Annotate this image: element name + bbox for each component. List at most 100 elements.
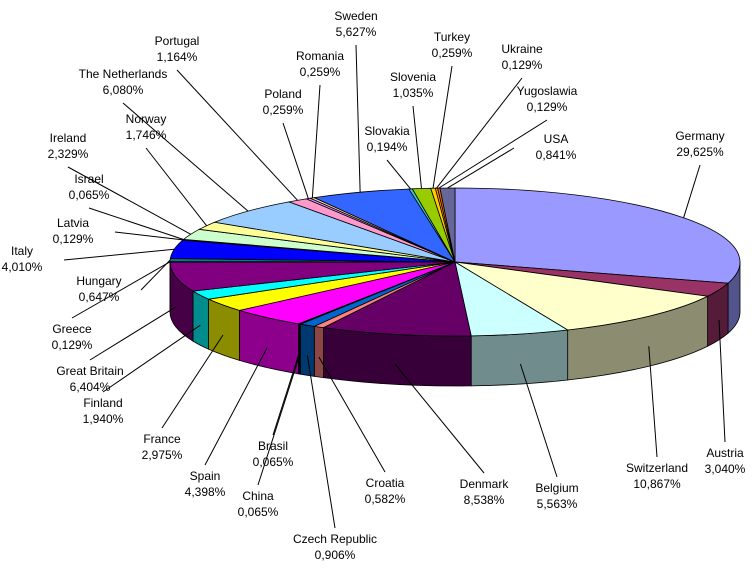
- value-label: 0,194%: [367, 140, 408, 154]
- value-label: 5,627%: [336, 25, 377, 39]
- slice-label: Yugoslawia: [517, 84, 578, 98]
- value-label: 1,164%: [157, 50, 198, 64]
- leader-line: [88, 207, 184, 240]
- leader-line: [140, 259, 171, 291]
- leader-line: [447, 147, 515, 189]
- slice-label: Slovenia: [390, 70, 436, 84]
- slice-label: China: [242, 489, 274, 503]
- leader-line: [432, 65, 453, 189]
- value-label: 1,746%: [126, 128, 167, 142]
- top-faces: [169, 187, 741, 337]
- slice-label: Hungary: [76, 274, 121, 288]
- leader-line: [282, 122, 309, 199]
- slice-label: Brasil: [258, 439, 288, 453]
- slice-label: Sweden: [334, 9, 377, 23]
- value-label: 0,065%: [238, 505, 279, 519]
- value-label: 0,065%: [253, 455, 294, 469]
- leader-line: [89, 306, 177, 361]
- value-label: 4,010%: [2, 260, 43, 274]
- slice-label: Finland: [83, 396, 122, 410]
- leader-line: [519, 363, 558, 478]
- value-label: 8,538%: [464, 493, 505, 507]
- value-label: 0,259%: [300, 65, 341, 79]
- slice: [322, 261, 472, 337]
- labels: Germany 29,625% Austria 3,040% Switzerland 10…: [2, 9, 746, 562]
- value-label: 0,129%: [53, 232, 94, 246]
- leader-line: [718, 319, 726, 443]
- slice-label: Latvia: [57, 216, 89, 230]
- leader-line: [114, 231, 184, 241]
- leader-line: [204, 347, 268, 466]
- value-label: 4,398%: [185, 485, 226, 499]
- value-label: 5,563%: [537, 497, 578, 511]
- slice: [454, 261, 709, 331]
- slice-label: Belgium: [535, 481, 578, 495]
- slice-label: Spain: [190, 469, 221, 483]
- value-label: 0,129%: [527, 100, 568, 114]
- slice-label: Norway: [126, 112, 167, 126]
- leader-line: [102, 324, 201, 393]
- leader-line: [71, 261, 171, 319]
- leader-line: [683, 164, 701, 218]
- leader-line: [311, 84, 321, 198]
- slice-label: Great Britain: [56, 364, 123, 378]
- value-label: 0,129%: [502, 58, 543, 72]
- slice-label: USA: [544, 132, 569, 146]
- value-label: 0,647%: [79, 290, 120, 304]
- slice-label: Romania: [296, 49, 344, 63]
- leader-line: [394, 364, 485, 474]
- slice-side: [313, 325, 324, 379]
- leader-line: [145, 147, 207, 227]
- slice-label: Slovakia: [364, 124, 410, 138]
- side-walls: [169, 261, 741, 387]
- value-label: 0,582%: [365, 492, 406, 506]
- value-label: 3,040%: [705, 462, 746, 476]
- value-label: 0,129%: [52, 338, 93, 352]
- value-label: 0,841%: [536, 148, 577, 162]
- value-label: 2,329%: [48, 147, 89, 161]
- value-label: 2,975%: [142, 448, 183, 462]
- slice-label: Denmark: [460, 477, 510, 491]
- slice-label: Portugal: [155, 34, 200, 48]
- leader-line: [63, 248, 175, 261]
- slice-side: [300, 323, 315, 377]
- leader-line: [67, 166, 192, 235]
- slice-label: Germany: [675, 129, 724, 143]
- value-label: 10,867%: [633, 477, 681, 491]
- slice-label: Austria: [706, 446, 744, 460]
- slice-label: Greece: [52, 322, 92, 336]
- slice-label: France: [143, 432, 181, 446]
- slice-label: Ukraine: [501, 42, 543, 56]
- slice-label: Ireland: [50, 131, 87, 145]
- leader-line: [161, 334, 224, 429]
- value-label: 0,065%: [69, 188, 110, 202]
- leader-line: [122, 102, 249, 212]
- value-label: 29,625%: [676, 145, 724, 159]
- slice-side: [192, 290, 209, 350]
- leader-line: [386, 159, 411, 190]
- leader-line: [436, 77, 523, 189]
- slice-label: Italy: [11, 244, 33, 258]
- value-label: 0,259%: [263, 103, 304, 117]
- value-label: 0,906%: [315, 548, 356, 562]
- slice: [169, 261, 456, 292]
- leader-line: [412, 105, 422, 189]
- leader-line: [648, 346, 658, 458]
- value-label: 1,940%: [83, 412, 124, 426]
- slice-label: Turkey: [434, 30, 470, 44]
- leader-line: [306, 355, 336, 529]
- slice-label: The Netherlands: [79, 67, 168, 81]
- leader-line: [176, 69, 298, 201]
- slice-side: [323, 327, 472, 387]
- value-label: 1,035%: [393, 86, 434, 100]
- leader-line: [257, 353, 301, 486]
- slice-label: Poland: [264, 87, 301, 101]
- slice-label: Czech Republic: [293, 532, 377, 546]
- slice-label: Croatia: [366, 476, 405, 490]
- leader-line: [355, 44, 361, 193]
- slice-label: Switzerland: [626, 461, 688, 475]
- leader-line: [438, 119, 548, 189]
- slice-label: Israel: [74, 172, 103, 186]
- value-label: 6,080%: [103, 83, 144, 97]
